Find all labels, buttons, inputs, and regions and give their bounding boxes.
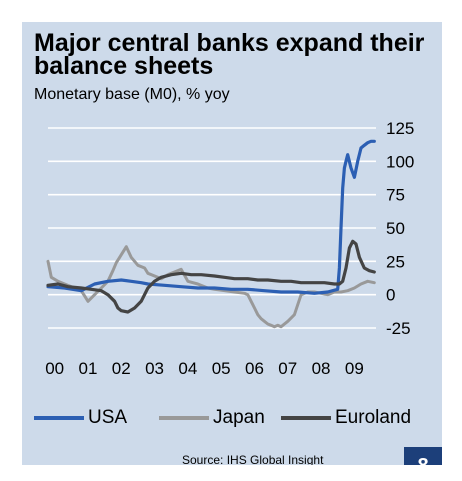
x-tick-label: 02 <box>112 359 131 378</box>
series-line-usa <box>46 139 376 295</box>
legend-item-usa: USA <box>34 407 127 429</box>
series-lines <box>46 139 376 329</box>
page-number: 8 <box>417 455 428 466</box>
x-tick-label: 01 <box>78 359 97 378</box>
legend-label-usa: USA <box>88 407 128 428</box>
y-tick-label: 25 <box>386 252 405 271</box>
y-axis-ticks: 125 100 75 50 25 0 -25 <box>386 119 414 338</box>
legend-swatch-usa <box>34 416 84 420</box>
y-tick-label: 0 <box>386 286 395 305</box>
legend-swatch-japan <box>159 416 209 420</box>
y-tick-label: 50 <box>386 219 405 238</box>
line-chart: 125 100 75 50 25 0 -25 00 01 02 03 04 05 06 07 08 09 <box>45 119 414 378</box>
y-tick-label: 75 <box>386 186 405 205</box>
x-axis-ticks: 00 01 02 03 04 05 06 07 08 09 <box>45 359 364 378</box>
source-note: Source: IHS Global Insight <box>182 453 324 465</box>
y-tick-label: -25 <box>386 319 411 338</box>
x-tick-label: 04 <box>178 359 197 378</box>
legend-item-japan: Japan <box>159 407 265 429</box>
gridlines <box>48 127 376 329</box>
series-line-euroland <box>46 239 376 314</box>
chart-title: Major central banks expand their balance… <box>34 29 425 80</box>
x-tick-label: 09 <box>345 359 364 378</box>
x-tick-label: 05 <box>212 359 231 378</box>
legend-label-euroland: Euroland <box>335 407 412 428</box>
x-tick-label: 08 <box>312 359 331 378</box>
chart-legend: USA Japan Euroland <box>34 407 434 429</box>
y-tick-label: 100 <box>386 152 414 171</box>
x-tick-label: 06 <box>245 359 264 378</box>
legend-label-japan: Japan <box>213 407 265 428</box>
legend-swatch-euroland <box>281 416 331 420</box>
legend-item-euroland: Euroland <box>281 407 411 429</box>
y-tick-label: 125 <box>386 119 414 138</box>
chart-subtitle: Monetary base (M0), % yoy <box>34 86 230 103</box>
x-tick-label: 03 <box>145 359 164 378</box>
x-tick-label: 07 <box>278 359 297 378</box>
x-tick-label: 00 <box>45 359 64 378</box>
chart-panel: Major central banks expand their balance… <box>22 22 442 465</box>
page-number-badge: 8 <box>404 447 442 465</box>
